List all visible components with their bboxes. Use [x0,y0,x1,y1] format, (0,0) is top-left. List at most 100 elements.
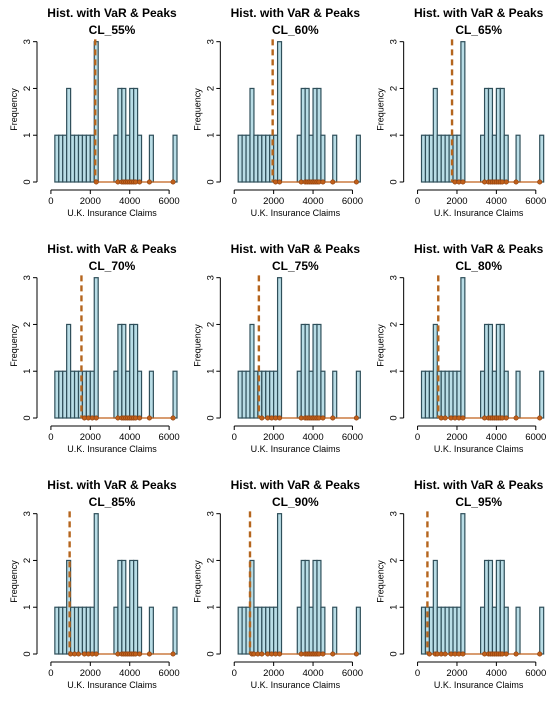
y-tick-label: 2 [22,322,33,327]
x-tick-label: 0 [415,432,420,443]
histogram-bar [460,41,466,183]
x-tick-label: 4000 [486,432,507,443]
panel-subtitle: CL_95% [455,495,502,509]
y-tick-label: 2 [389,558,400,563]
peak-marker [146,179,152,185]
histogram-bar [332,370,338,419]
y-tick-label: 1 [389,605,400,610]
histogram-bar [276,513,283,655]
y-tick-label: 0 [22,179,33,184]
y-tick-label: 1 [389,133,400,138]
x-tick-label: 2000 [80,196,101,207]
peak-marker [503,179,509,185]
y-axis-label: Frequency [9,560,19,603]
panel-title: Hist. with VaR & Peaks [414,242,544,256]
histogram-panel: Hist. with VaR & Peaks CL_90% Frequency U.K… [192,478,363,690]
histogram-bar [137,134,143,183]
histogram-bar [320,606,326,655]
peak-marker [537,179,543,185]
x-axis-label: U.K. Insurance Claims [251,680,341,690]
panel-title: Hist. with VaR & Peaks [47,242,177,256]
peak-marker [503,651,509,657]
y-tick-label: 3 [22,275,33,280]
histogram-bar [460,277,466,419]
panel-subtitle: CL_90% [272,495,319,509]
histogram-bar [172,606,178,655]
y-axis-label: Frequency [376,324,386,367]
panel-title: Hist. with VaR & Peaks [231,6,361,20]
peak-marker [259,415,265,421]
histogram-bar [539,370,545,419]
x-tick-label: 0 [232,432,237,443]
panel-subtitle: CL_70% [89,259,136,273]
peak-marker [170,179,176,185]
histogram-panel: Hist. with VaR & Peaks CL_85% Frequency U.K… [9,478,180,690]
histogram-bar [148,134,154,183]
panel-title: Hist. with VaR & Peaks [47,478,177,492]
y-tick-label: 3 [389,39,400,44]
histogram-bar [332,134,338,183]
y-axis-label: Frequency [192,324,202,367]
histogram-panel: Hist. with VaR & Peaks CL_65% Frequency U.K… [376,6,547,218]
histogram-bar [172,134,178,183]
y-tick-label: 3 [22,39,33,44]
y-tick-label: 3 [22,511,33,516]
y-tick-label: 2 [205,322,216,327]
y-tick-label: 1 [389,369,400,374]
peak-marker [320,651,326,657]
peak-marker [146,651,152,657]
panel-subtitle: CL_55% [89,23,136,37]
peak-marker [442,415,448,421]
peak-marker [460,651,466,657]
histogram-bar [539,606,545,655]
y-tick-label: 3 [205,39,216,44]
peak-marker [353,651,359,657]
x-tick-label: 2000 [263,668,284,679]
y-tick-label: 0 [205,179,216,184]
x-tick-label: 6000 [159,196,180,207]
x-axis-label: U.K. Insurance Claims [67,680,157,690]
peak-marker [353,415,359,421]
panel-subtitle: CL_60% [272,23,319,37]
histogram-panel: Hist. with VaR & Peaks CL_70% Frequency U.K… [9,242,180,454]
peak-marker [513,179,519,185]
peak-marker [320,415,326,421]
histogram-bar [503,134,509,183]
panel-subtitle: CL_80% [455,259,502,273]
histogram-bar [320,370,326,419]
histogram-bar [355,134,361,183]
y-tick-label: 0 [205,651,216,656]
panel-subtitle: CL_65% [455,23,502,37]
y-axis-label: Frequency [376,88,386,131]
x-tick-label: 6000 [159,432,180,443]
peak-marker [137,179,143,185]
y-tick-label: 1 [22,369,33,374]
y-tick-label: 1 [22,133,33,138]
x-tick-label: 6000 [525,196,546,207]
peak-marker [513,651,519,657]
x-tick-label: 4000 [486,196,507,207]
peak-marker [537,651,543,657]
peak-marker [320,179,326,185]
y-tick-label: 0 [205,415,216,420]
x-tick-label: 0 [232,668,237,679]
y-tick-label: 2 [205,86,216,91]
y-tick-label: 0 [389,651,400,656]
histogram-bar [172,370,178,419]
panel-title: Hist. with VaR & Peaks [231,478,361,492]
x-tick-label: 6000 [342,432,363,443]
peak-marker [137,651,143,657]
x-tick-label: 2000 [446,432,467,443]
x-tick-label: 2000 [446,196,467,207]
peak-marker [93,179,99,185]
x-axis-label: U.K. Insurance Claims [434,208,524,218]
histogram-bar [355,606,361,655]
panel-title: Hist. with VaR & Peaks [231,242,361,256]
histogram-bar [539,134,545,183]
x-axis-label: U.K. Insurance Claims [67,444,157,454]
peak-marker [426,651,432,657]
x-axis-label: U.K. Insurance Claims [251,444,341,454]
y-tick-label: 0 [22,651,33,656]
y-tick-label: 0 [389,415,400,420]
x-tick-label: 0 [415,668,420,679]
